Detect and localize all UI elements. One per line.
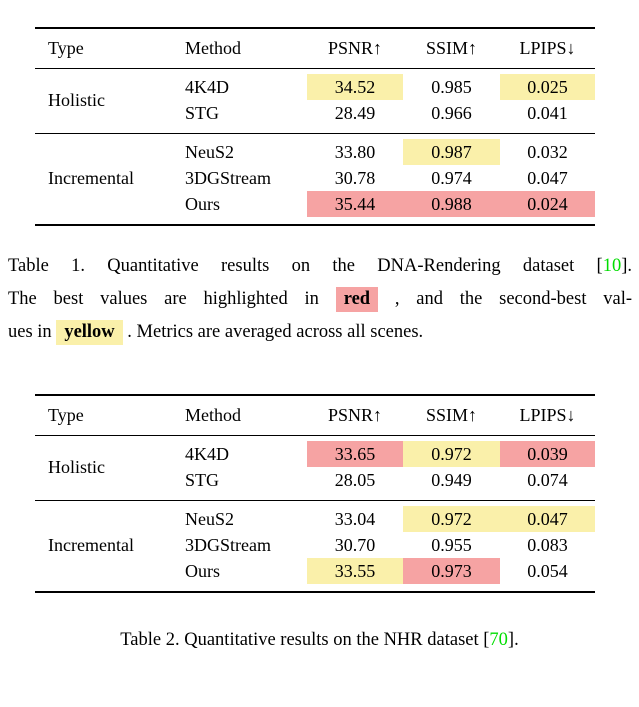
method-cell: Ours: [185, 194, 220, 214]
ssim-cell: 0.949: [431, 470, 472, 490]
row-type-label: Holistic: [48, 89, 105, 110]
table-header-row: Type Method PSNR↑ SSIM↑ LPIPS↓: [35, 29, 595, 69]
ssim-cell: 0.985: [431, 77, 472, 97]
table-row: 4K4D 33.65 0.972 0.039: [172, 441, 595, 467]
caption-text: Table 1. Quantitative results on the DNA…: [8, 256, 603, 276]
ssim-cell: 0.966: [431, 103, 472, 123]
table-row: 4K4D 34.52 0.985 0.025: [172, 74, 595, 100]
col-header-lpips: LPIPS↓: [519, 405, 576, 425]
table-row: NeuS2 33.80 0.987 0.032: [172, 139, 595, 165]
citation-link[interactable]: 10: [602, 256, 622, 276]
table-row: STG 28.49 0.966 0.041: [172, 100, 595, 126]
ssim-cell: 0.987: [403, 139, 500, 165]
table-group-holistic: Holistic 4K4D 34.52 0.985 0.025 STG 28.4…: [35, 69, 595, 133]
col-header-method: Method: [185, 38, 241, 58]
caption-line-3: ues in yellow . Metrics are averaged acr…: [8, 316, 632, 349]
lpips-cell: 0.024: [500, 191, 595, 217]
table-header-row: Type Method PSNR↑ SSIM↑ LPIPS↓: [35, 396, 595, 436]
table-row: Ours 33.55 0.973 0.054: [172, 558, 595, 584]
psnr-cell: 34.52: [307, 74, 403, 100]
caption-text: . Metrics are averaged across all scenes…: [122, 322, 424, 342]
row-type-label: Incremental: [48, 534, 134, 555]
table-row: Ours 35.44 0.988 0.024: [172, 191, 595, 217]
table-group-incremental: Incremental NeuS2 33.80 0.987 0.032 3DGS…: [35, 133, 595, 224]
psnr-cell: 33.80: [334, 142, 376, 162]
col-header-type: Type: [48, 405, 84, 425]
col-header-psnr: PSNR↑: [327, 38, 383, 58]
caption-line-1: Table 1. Quantitative results on the DNA…: [8, 250, 632, 283]
col-header-psnr: PSNR↑: [327, 405, 383, 425]
psnr-cell: 33.04: [334, 509, 376, 529]
table-row: NeuS2 33.04 0.972 0.047: [172, 506, 595, 532]
method-cell: 3DGStream: [185, 168, 271, 188]
row-type-label: Incremental: [48, 167, 134, 188]
psnr-cell: 33.55: [307, 558, 403, 584]
table-row: 3DGStream 30.78 0.974 0.047: [172, 165, 595, 191]
col-header-method: Method: [185, 405, 241, 425]
caption-text: The best values are highlighted in: [8, 289, 319, 309]
psnr-cell: 28.49: [334, 103, 376, 123]
ssim-cell: 0.973: [403, 558, 500, 584]
psnr-cell: 30.78: [334, 168, 376, 188]
caption-text: ues in: [8, 322, 52, 342]
col-header-ssim: SSIM↑: [425, 38, 478, 58]
lpips-cell: 0.041: [527, 103, 568, 123]
lpips-cell: 0.039: [500, 441, 595, 467]
method-cell: STG: [185, 470, 220, 490]
lpips-cell: 0.047: [527, 168, 568, 188]
method-cell: 4K4D: [185, 77, 229, 97]
caption-text: ].: [507, 630, 519, 650]
col-header-ssim: SSIM↑: [425, 405, 478, 425]
row-type-label: Holistic: [48, 456, 105, 477]
lpips-cell: 0.083: [527, 535, 568, 555]
psnr-cell: 33.65: [307, 441, 403, 467]
ssim-cell: 0.955: [431, 535, 472, 555]
col-header-lpips: LPIPS↓: [519, 38, 576, 58]
method-cell: NeuS2: [185, 142, 234, 162]
method-cell: 4K4D: [185, 444, 229, 464]
results-table-dna-rendering: Type Method PSNR↑ SSIM↑ LPIPS↓ Holistic …: [35, 27, 595, 226]
citation-link[interactable]: 70: [489, 630, 508, 650]
psnr-cell: 28.05: [334, 470, 376, 490]
lpips-cell: 0.032: [527, 142, 568, 162]
red-highlight-legend: red: [335, 287, 379, 312]
method-cell: STG: [185, 103, 220, 123]
yellow-highlight-legend: yellow: [56, 320, 123, 345]
results-table-nhr: Type Method PSNR↑ SSIM↑ LPIPS↓ Holistic …: [35, 394, 595, 593]
table-row: STG 28.05 0.949 0.074: [172, 467, 595, 493]
col-header-type: Type: [48, 38, 84, 58]
ssim-cell: 0.988: [403, 191, 500, 217]
ssim-cell: 0.972: [403, 506, 500, 532]
table-group-holistic: Holistic 4K4D 33.65 0.972 0.039 STG 28.0…: [35, 436, 595, 500]
ssim-cell: 0.974: [431, 168, 472, 188]
caption-text: ].: [621, 256, 632, 276]
table-row: 3DGStream 30.70 0.955 0.083: [172, 532, 595, 558]
ssim-cell: 0.972: [403, 441, 500, 467]
method-cell: NeuS2: [185, 509, 234, 529]
lpips-cell: 0.025: [500, 74, 595, 100]
table-group-incremental: Incremental NeuS2 33.04 0.972 0.047 3DGS…: [35, 500, 595, 591]
method-cell: Ours: [185, 561, 220, 581]
caption-text: Table 2. Quantitative results on the NHR…: [120, 630, 490, 650]
method-cell: 3DGStream: [185, 535, 271, 555]
caption-text: , and the second-best val-: [378, 289, 632, 309]
caption-line-2: The best values are highlighted in red ,…: [8, 283, 632, 316]
lpips-cell: 0.074: [527, 470, 568, 490]
psnr-cell: 30.70: [334, 535, 376, 555]
table-2-caption: Table 2. Quantitative results on the NHR…: [0, 624, 639, 657]
table-1-caption: Table 1. Quantitative results on the DNA…: [8, 250, 632, 349]
lpips-cell: 0.047: [500, 506, 595, 532]
lpips-cell: 0.054: [527, 561, 568, 581]
psnr-cell: 35.44: [307, 191, 403, 217]
